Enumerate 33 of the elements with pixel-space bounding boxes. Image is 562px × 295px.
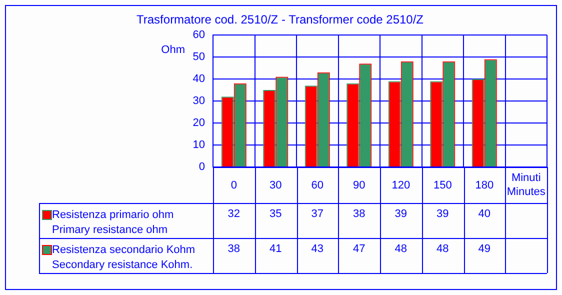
y-tick-label: 30: [192, 95, 205, 108]
data-label: 39: [436, 208, 449, 220]
x-tick-label: 0: [230, 180, 237, 192]
data-label: 38: [228, 243, 240, 256]
legend-label: Resistenza primario ohm Primary resistance ohm: [52, 209, 174, 236]
legend-label: Resistenza secondario Kohm Secondary resistance Kohm.: [52, 244, 196, 272]
data-label: 37: [311, 208, 324, 220]
y-tick-label: 10: [192, 139, 205, 152]
y-tick-label: 50: [192, 51, 205, 64]
x-axis-title: Minuti Minutes: [506, 172, 546, 198]
data-label: 38: [353, 208, 366, 220]
data-label: 39: [394, 208, 407, 220]
data-label: 40: [478, 208, 490, 220]
x-tick-label: 60: [311, 180, 324, 192]
data-label: 32: [228, 208, 240, 220]
x-tick-label: 30: [270, 180, 282, 192]
x-tick-label: 120: [392, 180, 410, 192]
data-label: 41: [270, 243, 282, 256]
x-tick-label: 90: [353, 180, 366, 192]
chart-title: Trasformatore cod. 2510/Z - Transformer code 2510/Z: [136, 12, 424, 26]
y-tick-label: 20: [192, 117, 205, 130]
x-tick-label: 150: [433, 180, 452, 192]
data-label: 35: [270, 208, 282, 220]
data-label: 43: [311, 243, 324, 256]
data-label: 47: [353, 243, 366, 256]
y-tick-label: 0: [198, 161, 205, 174]
y-tick-label: 60: [192, 29, 205, 42]
y-tick-label: 40: [192, 73, 205, 86]
data-label: 48: [436, 243, 449, 256]
y-axis-title: Ohm: [161, 44, 185, 56]
x-tick-label: 180: [475, 180, 494, 192]
data-label: 48: [394, 243, 407, 256]
data-label: 49: [478, 243, 490, 256]
